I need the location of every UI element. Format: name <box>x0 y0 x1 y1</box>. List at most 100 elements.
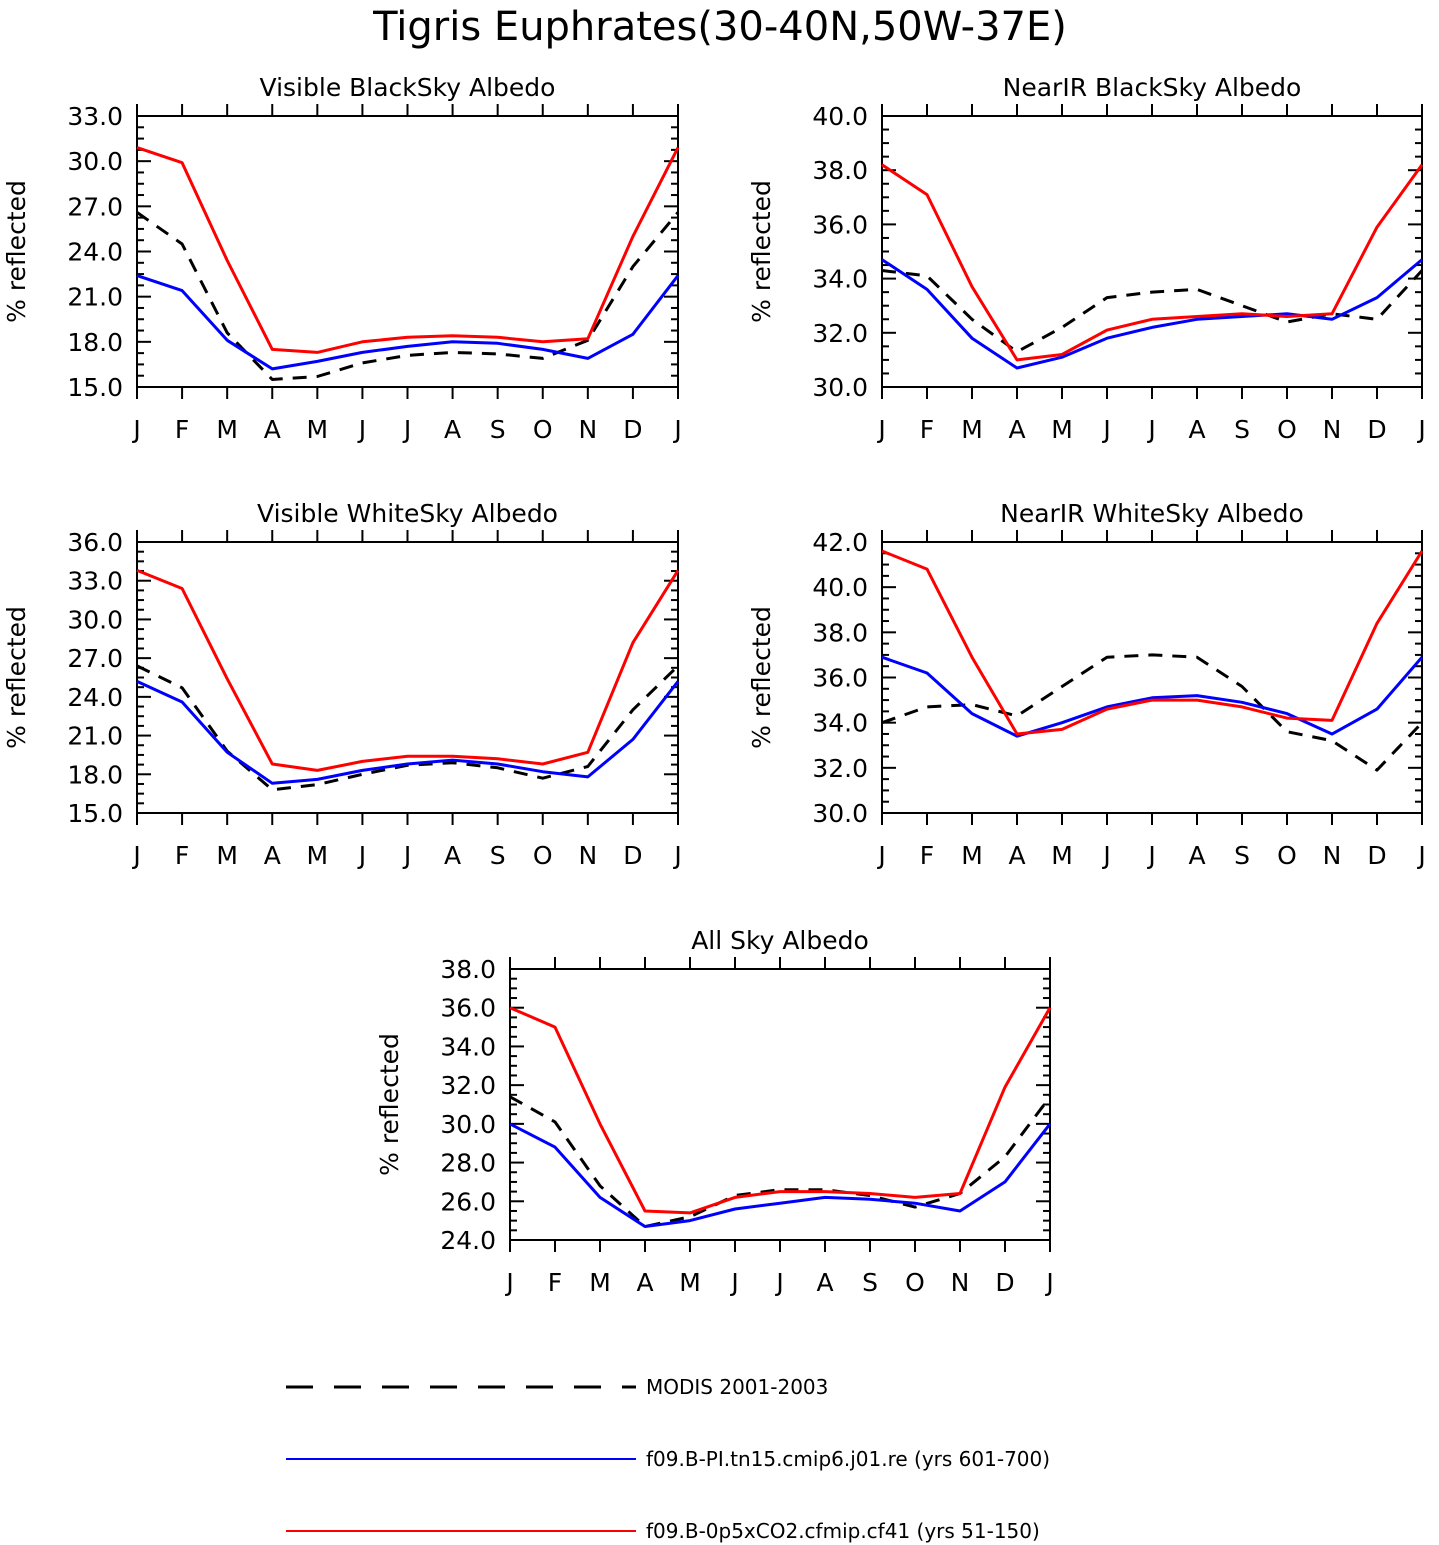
x-tick-label: J <box>729 1268 738 1297</box>
series-line-pi <box>509 1122 1052 1228</box>
y-tick-label: 30.0 <box>440 1110 496 1139</box>
y-tick-label: 26.0 <box>440 1187 496 1216</box>
y-tick-label: 40.0 <box>812 102 868 131</box>
x-tick-label: M <box>679 1268 701 1297</box>
x-tick-label: S <box>1234 841 1250 870</box>
x-tick-label: J <box>774 1268 783 1297</box>
x-tick-label: J <box>131 841 140 870</box>
x-tick-label: N <box>578 841 597 870</box>
x-tick-label: A <box>264 841 281 870</box>
x-tick-label: M <box>1051 841 1073 870</box>
x-tick-label: M <box>1051 415 1073 444</box>
x-tick-label: N <box>1323 415 1342 444</box>
x-tick-label: M <box>216 841 238 870</box>
y-tick-label: 36.0 <box>440 994 496 1023</box>
y-axis-label: % reflected <box>2 606 31 749</box>
x-tick-label: F <box>548 1268 562 1297</box>
x-tick-label: J <box>1101 415 1110 444</box>
y-tick-label: 30.0 <box>67 147 123 176</box>
y-tick-label: 34.0 <box>812 709 868 738</box>
x-tick-label: D <box>1367 841 1386 870</box>
y-tick-label: 28.0 <box>440 1149 496 1178</box>
series-line-pi <box>881 655 1424 738</box>
y-axis-label: % reflected <box>747 180 776 323</box>
y-axis-label: % reflected <box>2 180 31 323</box>
panel-5: All Sky Albedo 24.0 26.0 28.0 30.0 32.0 34.0 36… <box>375 926 1054 1297</box>
x-tick-label: F <box>920 841 934 870</box>
x-tick-label: S <box>862 1268 878 1297</box>
x-tick-label: N <box>578 415 597 444</box>
y-tick-label: 33.0 <box>67 102 123 131</box>
x-tick-label: J <box>1101 841 1110 870</box>
x-tick-label: S <box>1234 415 1250 444</box>
panels: Visible BlackSky Albedo 15.0 18.0 21.0 24.0 2… <box>2 73 1426 1297</box>
series-line-modis <box>881 653 1424 772</box>
y-tick-label: 18.0 <box>67 328 123 357</box>
x-tick-label: J <box>1146 841 1155 870</box>
y-tick-label: 21.0 <box>67 283 123 312</box>
x-tick-label: A <box>816 1268 833 1297</box>
x-tick-label: J <box>357 415 366 444</box>
x-tick-label: D <box>623 415 642 444</box>
x-tick-label: J <box>357 841 366 870</box>
x-tick-label: A <box>444 415 461 444</box>
panel-title: NearIR BlackSky Albedo <box>1003 73 1302 102</box>
x-tick-label: F <box>175 415 189 444</box>
legend: MODIS 2001-2003 f09.B-PI.tn15.cmip6.j01.r… <box>286 1375 1050 1543</box>
y-tick-label: 15.0 <box>67 799 123 828</box>
plot-frame <box>881 115 1423 388</box>
legend-label-1: MODIS 2001-2003 <box>646 1375 828 1399</box>
x-tick-label: D <box>623 841 642 870</box>
x-tick-label: J <box>402 841 411 870</box>
x-tick-label: O <box>533 841 553 870</box>
x-tick-label: J <box>402 415 411 444</box>
y-tick-label: 30.0 <box>67 605 123 634</box>
y-tick-label: 30.0 <box>812 799 868 828</box>
y-tick-label: 33.0 <box>67 567 123 596</box>
panel-1: Visible BlackSky Albedo 15.0 18.0 21.0 24.0 2… <box>2 73 682 444</box>
x-tick-label: O <box>1277 841 1297 870</box>
series-line-co2 <box>136 569 680 772</box>
x-tick-label: J <box>672 415 681 444</box>
x-tick-label: M <box>216 415 238 444</box>
x-tick-label: O <box>1277 415 1297 444</box>
series-line-modis <box>881 269 1424 354</box>
x-tick-label: J <box>1146 415 1155 444</box>
panel-4: NearIR WhiteSky Albedo 30.0 32.0 34.0 36.0 38… <box>747 499 1426 870</box>
x-tick-label: A <box>1188 841 1205 870</box>
y-tick-label: 32.0 <box>440 1071 496 1100</box>
y-tick-label: 32.0 <box>812 754 868 783</box>
series-line-co2 <box>881 163 1424 362</box>
x-tick-label: J <box>1416 841 1425 870</box>
series-line-co2 <box>136 146 680 354</box>
legend-label-2: f09.B-PI.tn15.cmip6.j01.re (yrs 601-700) <box>646 1447 1050 1471</box>
panel-title: NearIR WhiteSky Albedo <box>1000 499 1304 528</box>
y-axis-label: % reflected <box>747 606 776 749</box>
y-tick-label: 24.0 <box>440 1226 496 1255</box>
x-tick-label: A <box>1008 841 1025 870</box>
y-tick-label: 32.0 <box>812 319 868 348</box>
x-tick-label: F <box>920 415 934 444</box>
x-tick-label: D <box>1367 415 1386 444</box>
panel-title: Visible BlackSky Albedo <box>260 73 556 102</box>
y-tick-label: 30.0 <box>812 373 868 402</box>
y-tick-label: 27.0 <box>67 192 123 221</box>
y-tick-label: 15.0 <box>67 373 123 402</box>
y-tick-label: 38.0 <box>812 156 868 185</box>
y-tick-label: 36.0 <box>812 210 868 239</box>
series-line-co2 <box>509 1006 1052 1215</box>
x-tick-label: A <box>444 841 461 870</box>
figure-title: Tigris Euphrates(30-40N,50W-37E) <box>372 4 1067 50</box>
y-tick-label: 40.0 <box>812 573 868 602</box>
y-tick-label: 21.0 <box>67 722 123 751</box>
series-line-co2 <box>881 549 1424 736</box>
x-tick-label: J <box>131 415 140 444</box>
x-tick-label: A <box>1008 415 1025 444</box>
x-tick-label: M <box>961 415 983 444</box>
plot-frame <box>881 541 1423 814</box>
x-tick-label: O <box>905 1268 925 1297</box>
x-tick-label: M <box>307 841 329 870</box>
y-tick-label: 27.0 <box>67 644 123 673</box>
x-tick-label: S <box>490 841 506 870</box>
panel-title: All Sky Albedo <box>691 926 869 955</box>
